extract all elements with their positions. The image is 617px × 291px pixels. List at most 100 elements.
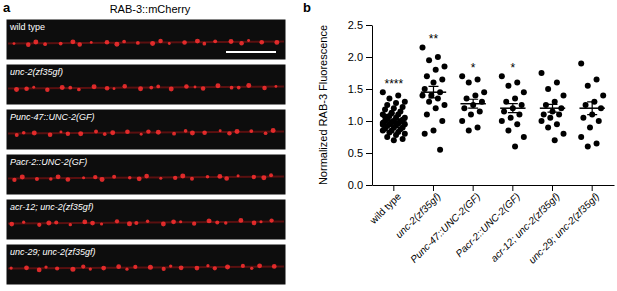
punctum xyxy=(150,41,155,46)
y-tick: 2.5 xyxy=(348,19,372,31)
data-point xyxy=(508,115,514,121)
punctum xyxy=(184,84,189,89)
punctum xyxy=(206,264,209,267)
punctum xyxy=(105,86,110,91)
y-tick-label: 0.5 xyxy=(348,147,363,159)
significance: * xyxy=(471,61,476,75)
image-background xyxy=(6,154,286,195)
punctum xyxy=(116,264,121,269)
data-point xyxy=(543,102,549,108)
data-point xyxy=(547,115,553,121)
data-point xyxy=(552,137,558,143)
punctum xyxy=(158,39,162,43)
row-label: unc-29; unc-2(zf35gf) xyxy=(10,247,96,257)
punctum xyxy=(261,175,266,180)
punctum xyxy=(59,42,63,46)
data-point xyxy=(585,83,591,89)
punctum xyxy=(37,267,42,272)
data-point xyxy=(561,131,567,137)
data-point xyxy=(554,121,560,127)
punctum xyxy=(92,84,97,89)
punctum xyxy=(149,86,153,90)
punctum xyxy=(24,86,29,91)
punctum xyxy=(217,174,222,179)
punctum xyxy=(262,86,267,91)
punctum xyxy=(194,86,197,89)
y-tick-mark xyxy=(366,57,372,58)
punctum xyxy=(43,42,47,46)
punctum xyxy=(55,266,59,270)
error-bar xyxy=(508,104,518,113)
punctum xyxy=(237,86,241,90)
punctum xyxy=(179,220,182,223)
data-point xyxy=(389,110,395,116)
punctum xyxy=(146,129,150,133)
row-label: Pacr-2::UNC-2(GF) xyxy=(10,157,87,167)
punctum xyxy=(224,221,227,224)
punctum xyxy=(269,218,273,222)
data-point xyxy=(395,92,401,98)
punctum xyxy=(15,133,19,137)
plot-marks xyxy=(380,44,606,152)
x-tick-label: Pacr-2::UNC-2(GF) xyxy=(453,191,522,260)
error-bar xyxy=(428,86,438,98)
data-point xyxy=(430,80,436,86)
significance: ** xyxy=(429,32,439,46)
data-point xyxy=(386,96,392,102)
punctum xyxy=(162,267,166,271)
scale-bar xyxy=(226,51,276,53)
data-point xyxy=(578,134,584,140)
punctum xyxy=(112,175,116,179)
punctum xyxy=(230,86,234,90)
data-point xyxy=(380,122,386,128)
punctum xyxy=(239,41,243,45)
punctum xyxy=(192,222,196,226)
punctum xyxy=(168,42,171,45)
punctum xyxy=(69,223,72,226)
punctum xyxy=(148,265,153,270)
punctum xyxy=(9,266,12,269)
punctum xyxy=(238,218,243,223)
punctum xyxy=(35,177,39,181)
group xyxy=(539,70,567,143)
x-tick-mark xyxy=(512,185,513,191)
data-point xyxy=(384,134,390,140)
punctum xyxy=(49,177,52,180)
punctum xyxy=(237,174,240,177)
data-point xyxy=(430,128,436,134)
data-point xyxy=(464,96,470,102)
punctum xyxy=(219,129,222,132)
data-point xyxy=(382,106,388,112)
punctum xyxy=(37,223,41,227)
data-point xyxy=(481,89,487,95)
axon xyxy=(8,87,284,89)
punctum xyxy=(100,222,103,225)
y-tick: 1.0 xyxy=(348,115,372,127)
y-tick-label: 2.5 xyxy=(348,19,363,31)
x-tick: wild type xyxy=(367,185,403,227)
data-point xyxy=(419,92,425,98)
punctum xyxy=(115,219,119,223)
punctum xyxy=(137,176,142,181)
punctum xyxy=(250,267,253,270)
image-background xyxy=(6,19,286,60)
data-point xyxy=(539,118,545,124)
punctum xyxy=(60,85,65,90)
punctum xyxy=(227,131,231,135)
punctum xyxy=(125,268,128,271)
punctum xyxy=(182,40,187,45)
punctum xyxy=(180,174,185,179)
punctum xyxy=(82,220,87,225)
punctum xyxy=(138,86,143,91)
data-point xyxy=(561,92,567,98)
image-background xyxy=(6,199,286,240)
punctum xyxy=(257,263,262,268)
y-axis-title: Normalized RAB-3 Fluorescence xyxy=(317,25,329,185)
micrograph: Pacr-2::UNC-2(GF) xyxy=(6,154,286,195)
data-point xyxy=(545,124,551,130)
punctum xyxy=(100,177,105,182)
x-tick: acr-12; unc-2(zf35gf) xyxy=(488,185,561,264)
punctum xyxy=(201,86,206,91)
punctum xyxy=(94,130,98,134)
y-tick-label: 0.0 xyxy=(348,179,363,191)
